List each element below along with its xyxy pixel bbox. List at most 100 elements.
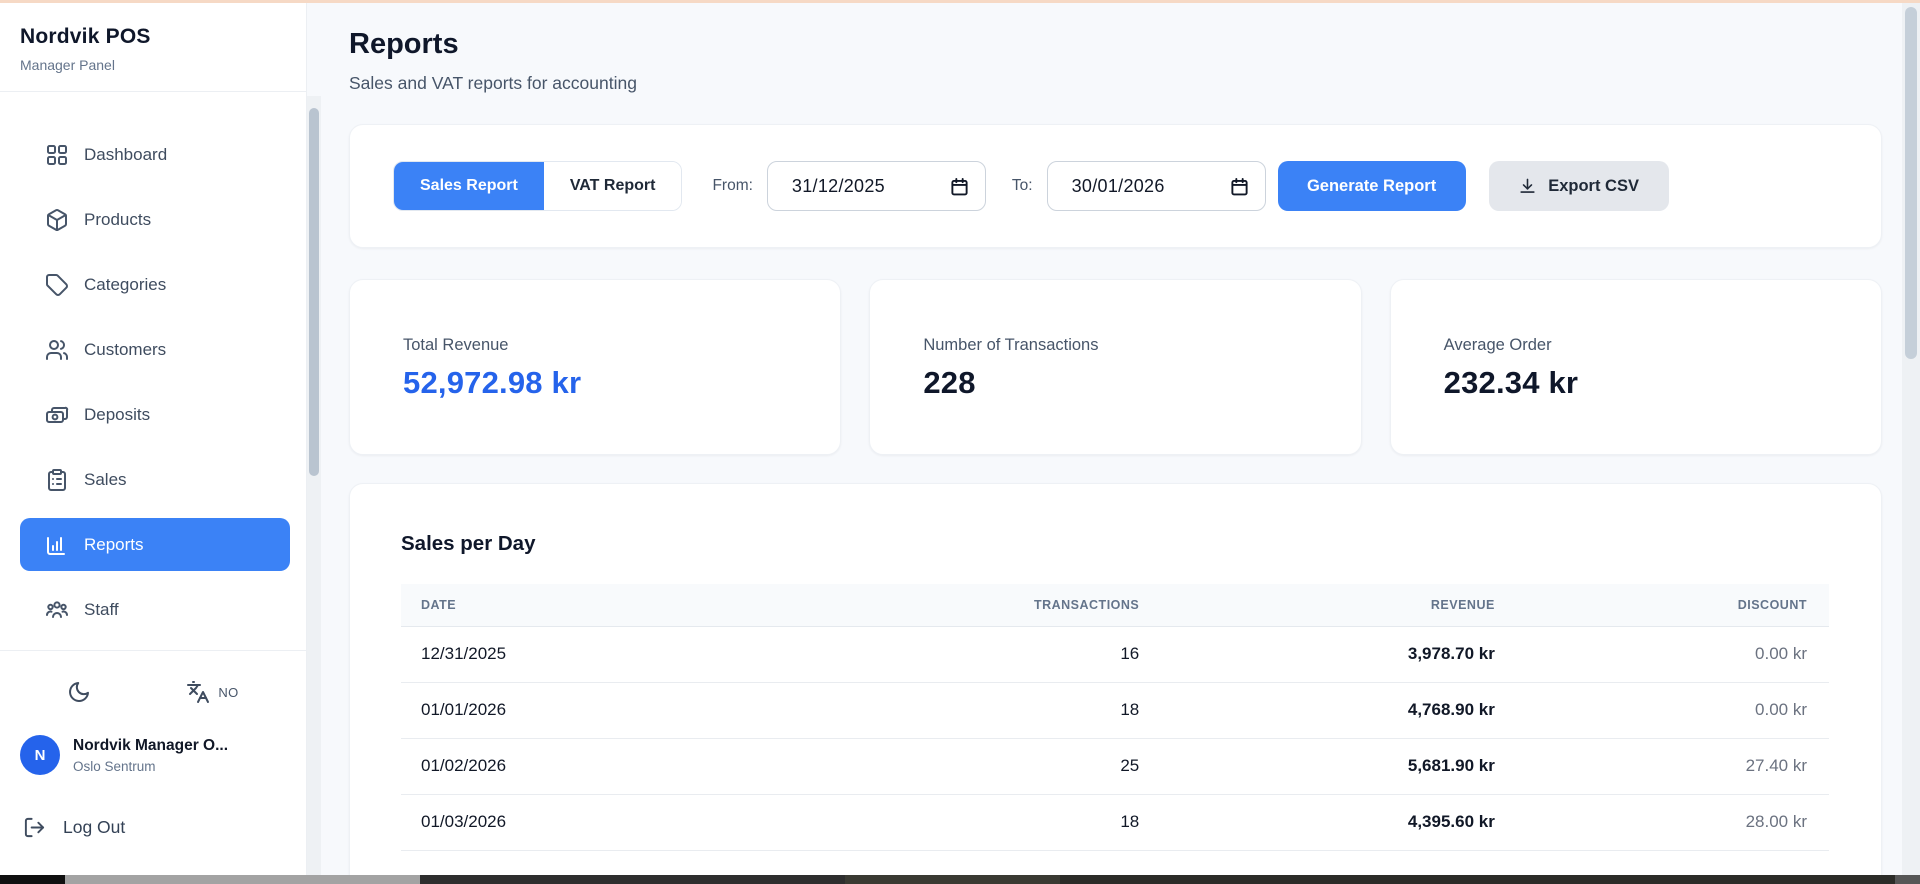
logout-button[interactable]: Log Out [20, 805, 286, 849]
report-filter-bar: Sales Report VAT Report From: 31/12/2025… [349, 124, 1882, 248]
from-date-value: 31/12/2025 [791, 175, 885, 196]
sidebar-item-label: Categories [84, 274, 167, 294]
table-row: 01/02/2026 25 5,681.90 kr 27.40 kr [401, 738, 1829, 795]
from-date-input[interactable]: 31/12/2025 [766, 161, 986, 211]
languages-icon [187, 681, 210, 703]
from-label: From: [712, 177, 753, 194]
sidebar: Nordvik POS Manager Panel Dashboard Prod… [0, 3, 307, 884]
bar-chart-icon [47, 536, 65, 555]
col-header-date: DATE [401, 584, 830, 627]
cell-date: 01/01/2026 [401, 682, 830, 739]
sidebar-item-dashboard[interactable]: Dashboard [20, 128, 290, 181]
stat-label: Total Revenue [403, 336, 509, 354]
tab-vat-report[interactable]: VAT Report [543, 162, 682, 210]
stat-label: Number of Transactions [923, 336, 1099, 354]
col-header-revenue: REVENUE [1139, 584, 1495, 627]
stat-value: 232.34 kr [1443, 365, 1579, 400]
horizontal-scrollbar-thumb[interactable] [65, 875, 420, 884]
top-accent-line [0, 0, 1920, 3]
dashboard-icon [47, 144, 67, 165]
export-csv-button[interactable]: Export CSV [1488, 161, 1669, 211]
stat-label: Average Order [1443, 336, 1552, 354]
page-title: Reports [349, 28, 459, 60]
main-content: Reports Sales and VAT reports for accoun… [321, 3, 1902, 884]
cell-discount: 0.00 kr [1494, 626, 1829, 683]
sidebar-nav: Dashboard Products Categories Customers … [0, 92, 306, 648]
stat-card-transactions: Number of Transactions 228 [869, 279, 1362, 455]
sidebar-scrollbar[interactable] [307, 96, 321, 881]
stat-value: 52,972.98 kr [403, 365, 582, 400]
col-header-discount: DISCOUNT [1494, 584, 1829, 627]
sidebar-item-deposits[interactable]: Deposits [20, 388, 290, 441]
package-icon [47, 208, 67, 231]
sidebar-item-customers[interactable]: Customers [20, 323, 290, 376]
sidebar-item-sales[interactable]: Sales [20, 453, 290, 506]
export-csv-label: Export CSV [1548, 176, 1639, 195]
sidebar-item-label: Staff [84, 599, 119, 619]
sales-per-day-table: DATE TRANSACTIONS REVENUE DISCOUNT 12/31… [401, 584, 1829, 851]
sidebar-item-products[interactable]: Products [20, 193, 290, 246]
cell-revenue: 4,395.60 kr [1139, 794, 1495, 851]
cell-transactions: 18 [829, 794, 1140, 851]
sidebar-item-label: Sales [84, 469, 127, 489]
cell-revenue: 3,978.70 kr [1139, 626, 1495, 683]
cell-discount: 28.00 kr [1494, 794, 1829, 851]
language-code: NO [218, 684, 239, 700]
table-row: 01/03/2026 18 4,395.60 kr 28.00 kr [401, 794, 1829, 851]
user-location: Oslo Sentrum [73, 758, 156, 774]
avatar: N [20, 735, 60, 775]
sidebar-scrollbar-thumb[interactable] [309, 108, 319, 476]
download-icon [1520, 178, 1535, 193]
sidebar-item-label: Dashboard [84, 144, 168, 164]
table-header-row: DATE TRANSACTIONS REVENUE DISCOUNT [401, 584, 1829, 627]
sidebar-item-label: Reports [84, 534, 144, 554]
calendar-icon[interactable] [1230, 177, 1249, 196]
cell-discount: 0.00 kr [1494, 682, 1829, 739]
cell-date: 01/02/2026 [401, 738, 830, 795]
stats-row: Total Revenue 52,972.98 kr Number of Tra… [349, 279, 1882, 455]
to-date-input[interactable]: 30/01/2026 [1046, 161, 1266, 211]
user-name: Nordvik Manager O... [73, 736, 229, 754]
cell-transactions: 16 [829, 626, 1140, 683]
staff-icon [46, 600, 68, 618]
cell-transactions: 18 [829, 682, 1140, 739]
cell-discount: 27.40 kr [1494, 738, 1829, 795]
page-scrollbar[interactable] [1902, 3, 1920, 884]
theme-toggle-button[interactable] [67, 680, 91, 704]
logout-label: Log Out [63, 816, 126, 837]
tag-icon [46, 273, 68, 296]
brand: Nordvik POS Manager Panel [0, 3, 306, 92]
users-icon [46, 339, 68, 360]
to-date-value: 30/01/2026 [1071, 175, 1165, 196]
to-label: To: [1011, 177, 1033, 194]
cell-transactions: 25 [829, 738, 1140, 795]
col-header-transactions: TRANSACTIONS [829, 584, 1140, 627]
tab-sales-report[interactable]: Sales Report [394, 162, 544, 210]
calendar-icon[interactable] [950, 177, 969, 196]
app-title: Nordvik POS [20, 25, 151, 48]
sidebar-item-label: Products [84, 209, 152, 229]
sales-per-day-card: Sales per Day DATE TRANSACTIONS REVENUE … [349, 483, 1882, 884]
banknotes-icon [46, 406, 69, 423]
report-type-switch: Sales Report VAT Report [393, 161, 683, 211]
language-switcher[interactable]: NO [186, 680, 238, 704]
sidebar-item-label: Customers [84, 339, 167, 359]
user-info: Nordvik Manager O... Oslo Sentrum [73, 737, 228, 774]
sidebar-footer: NO N Nordvik Manager O... Oslo Sentrum L… [0, 650, 306, 849]
cell-date: 12/31/2025 [401, 626, 830, 683]
sidebar-item-categories[interactable]: Categories [20, 258, 290, 311]
stat-value: 228 [923, 365, 976, 400]
stat-card-average-order: Average Order 232.34 kr [1389, 279, 1882, 455]
generate-report-button[interactable]: Generate Report [1277, 161, 1466, 211]
sidebar-item-reports[interactable]: Reports [20, 518, 290, 571]
utility-row: NO [20, 669, 286, 715]
sidebar-item-staff[interactable]: Staff [20, 583, 290, 636]
table-row: 12/31/2025 16 3,978.70 kr 0.00 kr [401, 626, 1829, 683]
sidebar-item-label: Deposits [84, 404, 151, 424]
logout-icon [24, 817, 45, 837]
cell-revenue: 4,768.90 kr [1139, 682, 1495, 739]
page-scrollbar-thumb[interactable] [1905, 7, 1917, 359]
user-profile[interactable]: N Nordvik Manager O... Oslo Sentrum [20, 735, 286, 775]
bottom-taskbar-edge [0, 875, 1920, 884]
page-subtitle: Sales and VAT reports for accounting [349, 73, 637, 93]
